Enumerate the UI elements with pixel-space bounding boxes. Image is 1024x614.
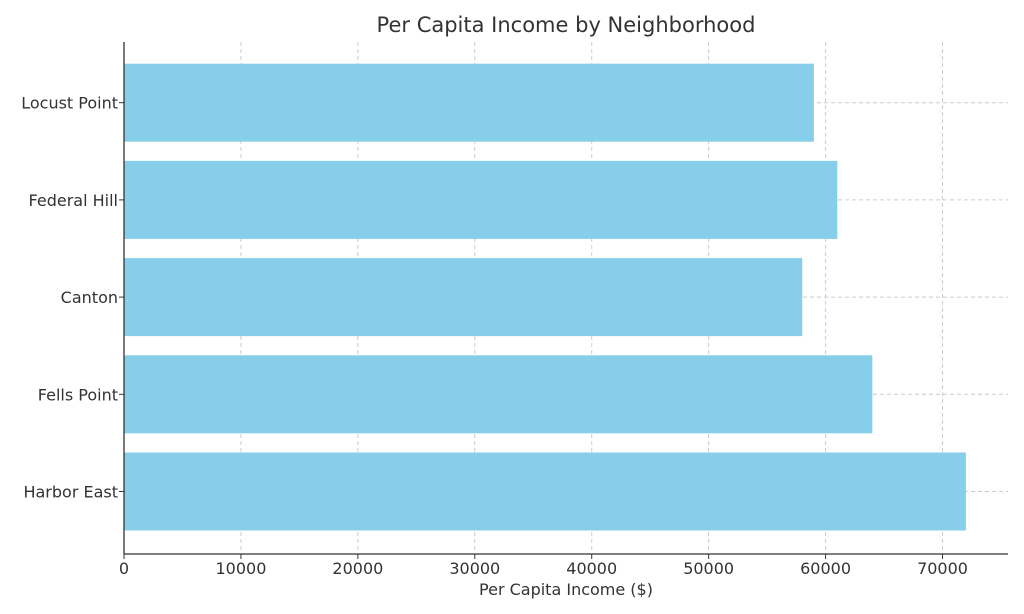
- x-tick-label: 60000: [800, 559, 851, 578]
- bars: [124, 63, 966, 531]
- x-tick-label: 10000: [215, 559, 266, 578]
- bar-locust-point: [124, 63, 814, 142]
- bar-federal-hill: [124, 160, 838, 239]
- x-tick-label: 70000: [917, 559, 968, 578]
- bar-fells-point: [124, 355, 873, 434]
- x-axis-label: Per Capita Income ($): [479, 580, 653, 599]
- y-tick-label: Locust Point: [21, 94, 118, 113]
- y-tick-label: Fells Point: [38, 385, 118, 404]
- x-tick-label: 30000: [449, 559, 500, 578]
- axes: [123, 42, 1008, 555]
- chart-title: Per Capita Income by Neighborhood: [377, 13, 756, 37]
- x-tick-label: 0: [119, 559, 129, 578]
- bar-harbor-east: [124, 452, 966, 531]
- y-tick-label: Harbor East: [23, 483, 118, 502]
- x-axis-ticks: 0 10000 20000 30000 40000 50000 60000 70000: [119, 554, 968, 578]
- y-tick-label: Canton: [61, 288, 118, 307]
- y-tick-label: Federal Hill: [29, 191, 118, 210]
- bar-canton: [124, 258, 803, 337]
- x-tick-label: 40000: [566, 559, 617, 578]
- y-axis-ticks: Harbor East Fells Point Canton Federal Hill…: [21, 94, 124, 502]
- x-tick-label: 50000: [683, 559, 734, 578]
- x-tick-label: 20000: [332, 559, 383, 578]
